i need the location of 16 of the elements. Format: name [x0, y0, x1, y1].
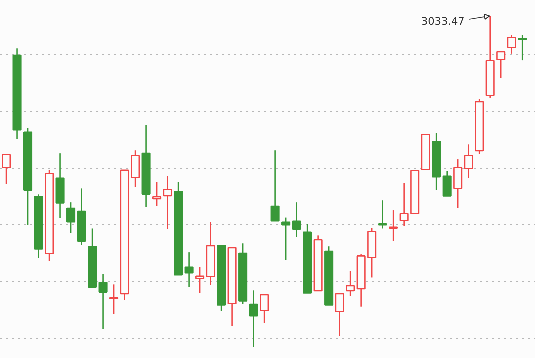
candlestick: [12, 48, 22, 140]
candlestick: [56, 152, 65, 219]
candlestick: [464, 144, 474, 179]
candlestick: [378, 200, 388, 230]
annotation: 3033.47: [421, 16, 465, 28]
candlestick: [206, 222, 216, 286]
candlestick: [142, 124, 151, 208]
candlestick: [389, 210, 398, 242]
candlestick: [98, 274, 108, 330]
candlestick: [163, 176, 172, 230]
candlestick: [249, 290, 258, 348]
candlestick: [184, 252, 194, 288]
candlestick: [292, 202, 302, 238]
candlestick: [34, 194, 44, 259]
candlestick: [110, 284, 119, 315]
candlestick: [77, 188, 86, 246]
